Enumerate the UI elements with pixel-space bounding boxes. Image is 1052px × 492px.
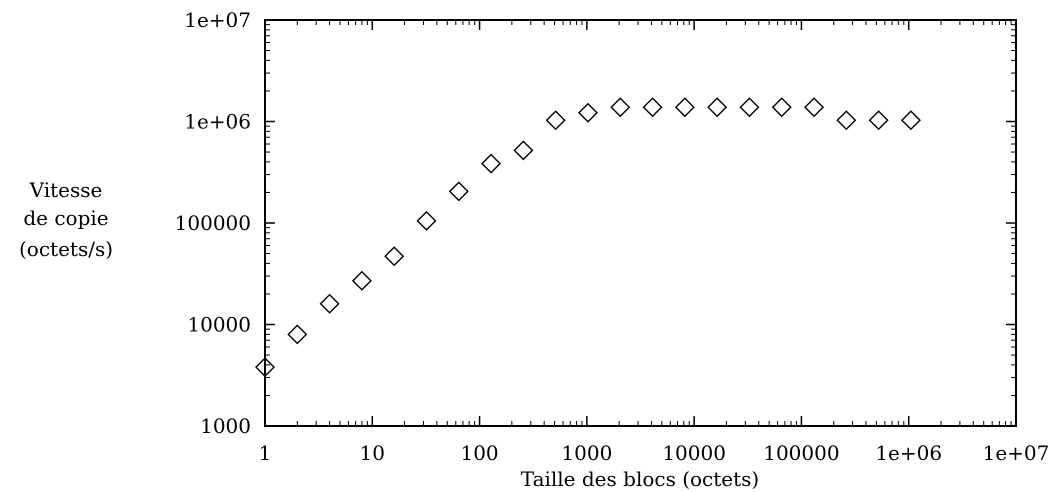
data-point-diamond [577, 102, 598, 123]
x-tick-label: 100000 [763, 441, 839, 465]
x-tick-label: 10000 [662, 441, 726, 465]
y-tick-label: 1e+06 [184, 110, 251, 134]
data-point-diamond [255, 357, 275, 378]
y-tick-label: 100000 [175, 211, 251, 235]
x-tick-label: 1000 [561, 441, 612, 465]
y-axis-label-line-1: Vitesse [29, 178, 103, 202]
x-tick-labels: 1 10 100 1000 10000 100000 1e+06 1e+07 [259, 441, 1050, 465]
data-point-diamond [481, 153, 502, 174]
data-point-diamond [836, 110, 857, 131]
data-point-diamond [319, 293, 340, 314]
plot-frame [264, 19, 1017, 427]
x-tick-label: 100 [460, 441, 498, 465]
y-tick-label: 1e+07 [184, 8, 251, 32]
y-tick-label: 10000 [187, 313, 251, 337]
data-point-diamond [868, 110, 889, 131]
data-point-diamond [642, 97, 663, 118]
data-markers [255, 97, 921, 378]
y-tick-label: 1000 [200, 414, 251, 438]
y-tick-labels: 1000 10000 100000 1e+06 1e+07 [175, 8, 251, 438]
x-axis-label: Taille des blocs (octets) [521, 467, 759, 491]
data-point-diamond [900, 110, 921, 131]
data-point-diamond [545, 110, 566, 131]
data-point-diamond [384, 246, 405, 267]
data-point-diamond [771, 97, 792, 118]
x-tick-label: 1e+06 [875, 441, 942, 465]
data-point-diamond [804, 97, 825, 118]
x-tick-label: 1 [259, 441, 272, 465]
y-axis-label-line-3: (octets/s) [19, 237, 113, 261]
y-axis-label-line-2: de copie [23, 206, 108, 230]
data-point-diamond [610, 97, 631, 118]
data-point-diamond [416, 210, 437, 231]
data-point-diamond [674, 97, 695, 118]
data-point-diamond [513, 140, 534, 161]
data-point-diamond [739, 97, 760, 118]
data-point-diamond [448, 181, 469, 202]
x-tick-label: 10 [360, 441, 385, 465]
data-point-diamond [351, 270, 372, 291]
data-point-diamond [707, 97, 728, 118]
axis-ticks [264, 19, 1017, 427]
x-tick-label: 1e+07 [983, 441, 1050, 465]
data-point-diamond [287, 324, 308, 345]
